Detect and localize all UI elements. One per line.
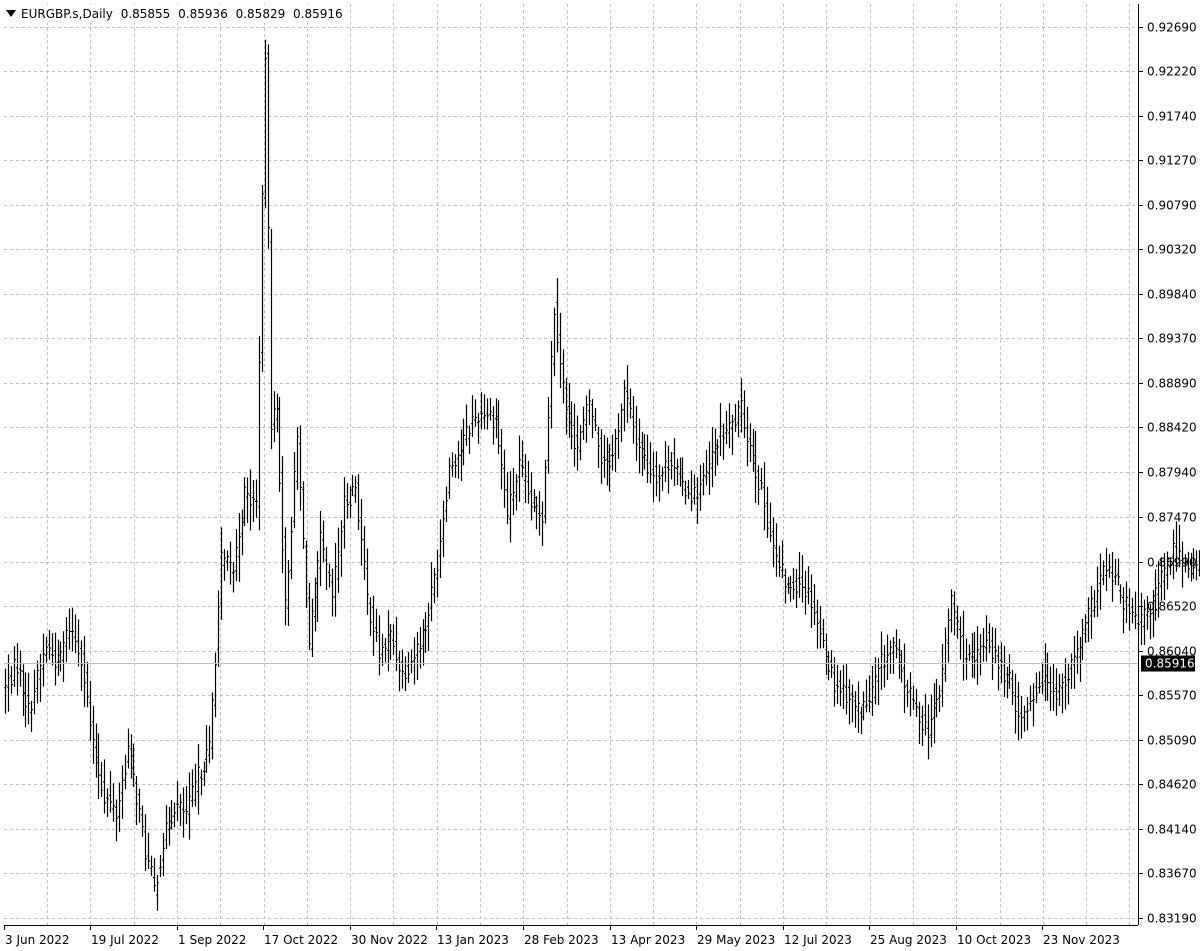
x-tick-label: 10 Oct 2023: [957, 933, 1031, 947]
y-tick-label: 0.90320: [1147, 243, 1197, 257]
y-tick-label: 0.85090: [1147, 734, 1197, 748]
y-tick-label: 0.91740: [1147, 110, 1197, 124]
y-tick-label: 0.83670: [1147, 867, 1197, 881]
low-value: 0.85829: [235, 7, 286, 21]
axes: 0.92690 0.92220 0.91740 0.91270 0.90790 0.903…: [4, 4, 1197, 947]
x-tick-label: 12 Jul 2023: [784, 933, 852, 947]
open-value: 0.85855: [120, 7, 171, 21]
bid-line-layer: 0.85916: [4, 655, 1195, 672]
y-tick-label: 0.92690: [1147, 21, 1197, 35]
y-tick-label: 0.86040: [1147, 645, 1197, 659]
y-tick-label: 0.89370: [1147, 332, 1197, 346]
x-tick-label: 13 Apr 2023: [611, 933, 685, 947]
grid: [4, 4, 1138, 925]
y-tick-label: 0.86990: [1147, 556, 1197, 570]
y-tick-label: 0.88420: [1147, 421, 1197, 435]
y-tick-label: 0.88890: [1147, 377, 1197, 391]
y-tick-label: 0.89840: [1147, 288, 1197, 302]
x-tick-label: 29 May 2023: [697, 933, 775, 947]
price-bars: [4, 39, 1200, 911]
current-price-badge: [1141, 655, 1195, 672]
y-tick-label: 0.92220: [1147, 65, 1197, 79]
y-tick-label: 0.87470: [1147, 511, 1197, 525]
y-tick-label: 0.85570: [1147, 689, 1197, 703]
close-value: 0.85916: [293, 7, 343, 21]
symbol-label: EURGBP.s,Daily: [21, 7, 113, 21]
y-tick-label: 0.84620: [1147, 778, 1197, 792]
y-tick-label: 0.84140: [1147, 823, 1197, 837]
x-tick-label: 19 Jul 2022: [91, 933, 159, 947]
x-tick-label: 3 Jun 2022: [5, 933, 70, 947]
x-tick-label: 30 Nov 2022: [351, 933, 428, 947]
x-tick-label: 23 Nov 2023: [1043, 933, 1120, 947]
y-tick-label: 0.86520: [1147, 600, 1197, 614]
current-price-label: 0.85916: [1145, 657, 1195, 671]
high-value: 0.85936: [178, 7, 228, 21]
x-tick-label: 25 Aug 2023: [870, 933, 947, 947]
y-tick-label: 0.91270: [1147, 154, 1197, 168]
x-tick-label: 13 Jan 2023: [437, 933, 509, 947]
y-tick-label: 0.83190: [1147, 912, 1197, 926]
y-tick-label: 0.87940: [1147, 466, 1197, 480]
x-tick-label: 17 Oct 2022: [264, 933, 338, 947]
triangle-down-icon[interactable]: [6, 10, 16, 17]
x-tick-label: 28 Feb 2023: [524, 933, 599, 947]
y-tick-label: 0.90790: [1147, 199, 1197, 213]
chart-header: EURGBP.s,Daily 0.85855 0.85936 0.85829 0…: [6, 5, 347, 23]
x-tick-label: 1 Sep 2022: [178, 933, 246, 947]
